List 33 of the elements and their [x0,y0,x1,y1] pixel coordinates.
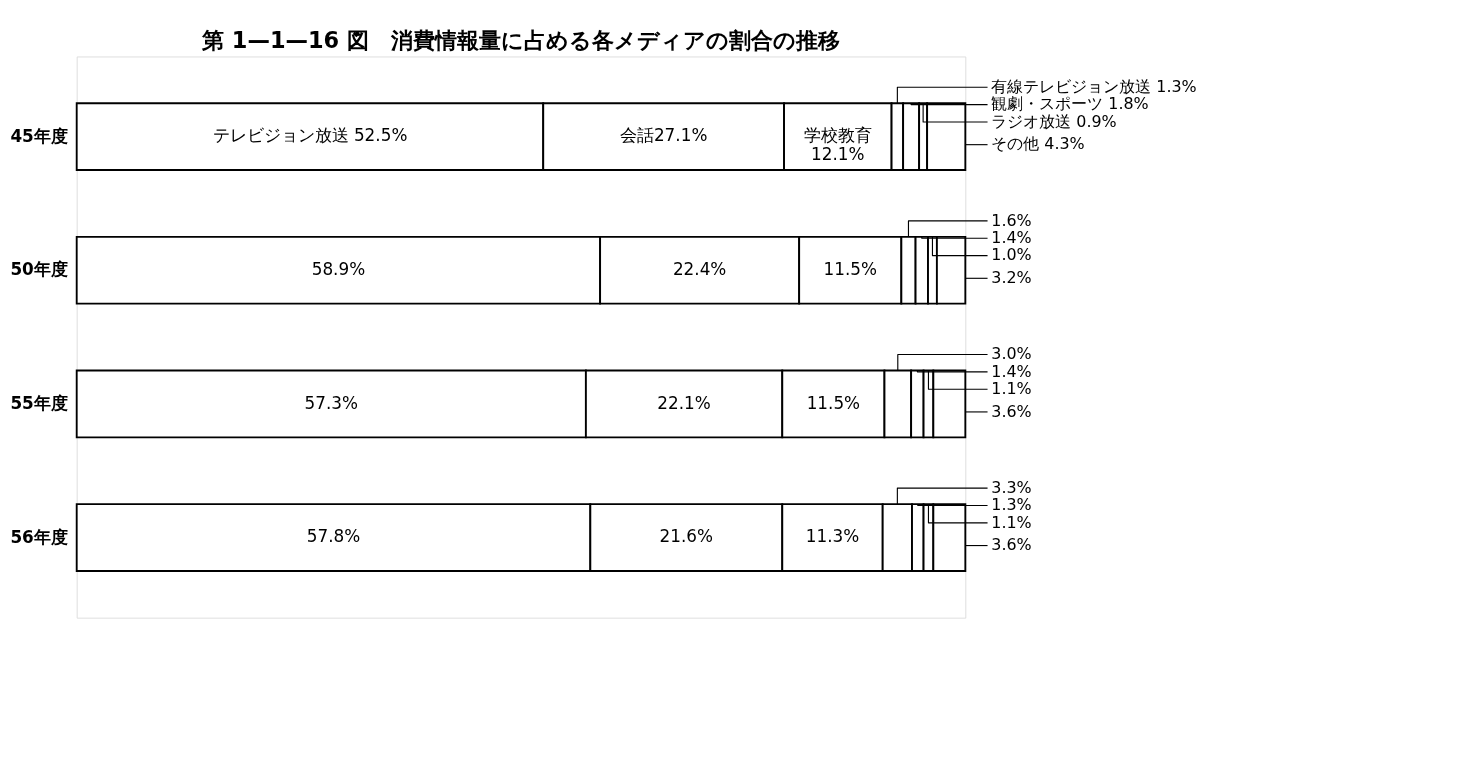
data-label: 57.8% [306,526,361,547]
chart-title: 第 1—1—16 図 消費情報量に占める各メディアの割合の推移 [201,27,840,54]
y-tick-label: 55年度 [10,393,68,414]
data-label: 観劇・スポーツ 1.8% [991,94,1149,114]
data-label: 1.6% [991,210,1032,230]
y-tick-label: 56年度 [10,526,68,547]
data-label: ラジオ放送 0.9% [991,111,1117,131]
data-label: 1.4% [991,227,1032,247]
data-label: 1.3% [991,495,1032,515]
data-label: その他 4.3% [991,134,1085,154]
y-tick-label: 50年度 [10,259,68,280]
data-label: 57.3% [304,392,359,413]
data-label: 学校教育 12.1% [803,125,872,165]
data-label: テレビジョン放送 52.5% [212,125,408,146]
data-label: 3.3% [991,477,1032,497]
data-label: 1.1% [991,512,1032,532]
y-tick-label: 45年度 [10,125,68,146]
data-label: 会話27.1% [619,125,708,146]
data-label: 3.0% [991,344,1032,364]
data-label: 58.9% [311,258,366,279]
data-label: 1.4% [991,361,1032,381]
data-label: 1.1% [991,378,1032,398]
data-label: 有線テレビジョン放送 1.3% [991,76,1197,96]
data-label: 11.5% [823,258,877,279]
data-label: 22.4% [672,258,727,279]
data-label: 22.1% [657,392,711,413]
data-label: 3.6% [991,535,1032,555]
data-label: 11.5% [806,392,861,413]
data-label: 3.2% [991,267,1032,287]
data-label: 3.6% [991,401,1032,421]
data-label: 11.3% [805,526,860,547]
data-label: 21.6% [659,526,714,547]
data-label: 1.0% [991,245,1032,265]
